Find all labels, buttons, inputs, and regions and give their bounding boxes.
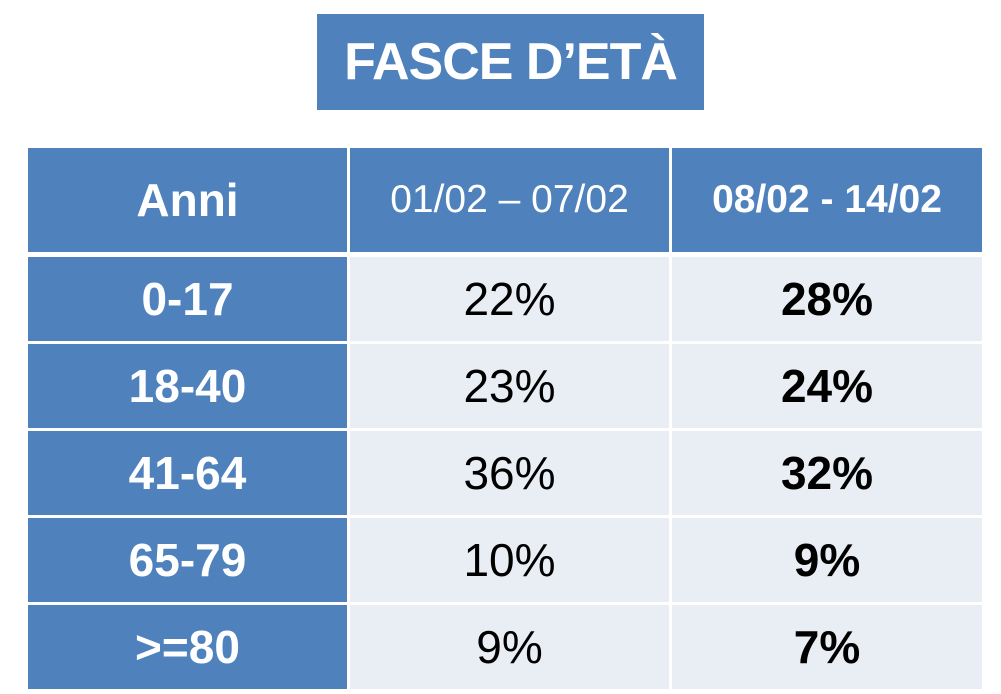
cell-week2-41-64: 32% bbox=[672, 431, 982, 515]
header-anni: Anni bbox=[28, 148, 347, 252]
row-label-65-79: 65-79 bbox=[28, 518, 347, 602]
cell-week2-80-plus: 7% bbox=[672, 605, 982, 689]
cell-week2-65-79: 9% bbox=[672, 518, 982, 602]
cell-week1-0-17: 22% bbox=[350, 257, 669, 341]
cell-week1-41-64: 36% bbox=[350, 431, 669, 515]
cell-week2-18-40: 24% bbox=[672, 344, 982, 428]
header-week-2: 08/02 - 14/02 bbox=[672, 148, 982, 252]
row-label-41-64: 41-64 bbox=[28, 431, 347, 515]
page-title: FASCE D’ETÀ bbox=[344, 33, 678, 91]
cell-week1-80-plus: 9% bbox=[350, 605, 669, 689]
cell-week1-18-40: 23% bbox=[350, 344, 669, 428]
header-week-1: 01/02 – 07/02 bbox=[350, 148, 669, 252]
row-label-18-40: 18-40 bbox=[28, 344, 347, 428]
row-label-0-17: 0-17 bbox=[28, 257, 347, 341]
cell-week2-0-17: 28% bbox=[672, 257, 982, 341]
age-group-table: Anni 01/02 – 07/02 08/02 - 14/02 0-17 22… bbox=[28, 148, 982, 694]
title-banner: FASCE D’ETÀ bbox=[317, 14, 704, 110]
cell-week1-65-79: 10% bbox=[350, 518, 669, 602]
row-label-80-plus: >=80 bbox=[28, 605, 347, 689]
